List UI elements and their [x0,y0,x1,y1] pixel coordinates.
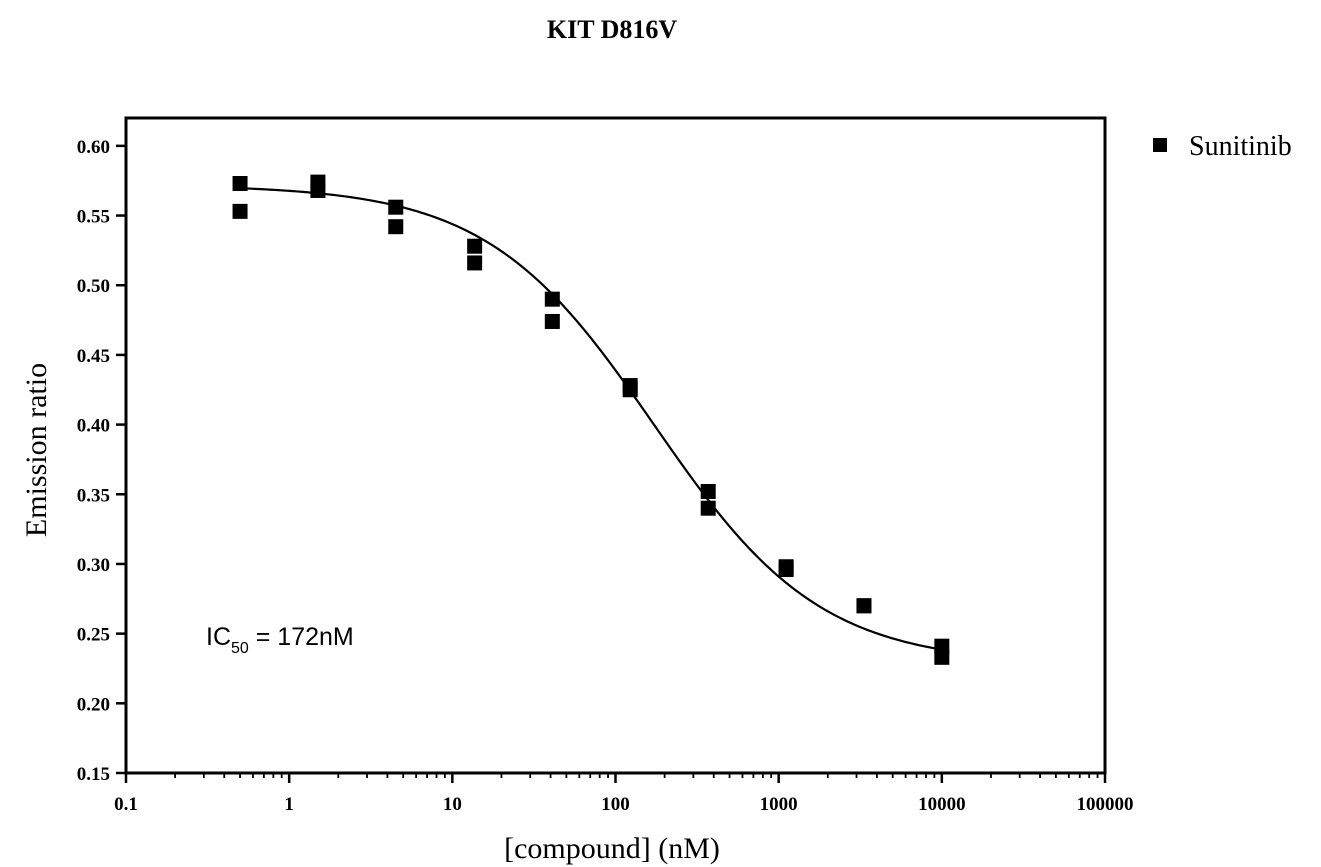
x-axis-tick-labels: 0.1 1 10 100 1000 10000 100000 [114,794,1133,815]
y-tick-label: 0.40 [77,416,110,437]
y-tick-label: 0.15 [77,764,110,785]
y-axis-ticks [116,144,126,775]
data-point [700,483,716,499]
data-point [622,382,638,398]
ic50-annotation-suffix: = 172nM [249,623,354,651]
x-tick-label: 100 [601,794,630,815]
ic50-annotation-prefix: IC [206,623,231,651]
x-axis-label: [compound] (nM) [504,832,720,865]
plot-frame [124,116,1107,775]
data-points [232,174,950,665]
y-tick-label: 0.20 [77,694,110,715]
x-tick-label: 10 [443,794,462,815]
fit-curve [240,187,943,651]
data-point [544,313,560,329]
x-tick-label: 0.1 [114,794,138,815]
x-tick-label: 10000 [918,794,966,815]
legend: Sunitinib [1153,131,1292,162]
y-tick-label: 0.25 [77,625,110,646]
y-tick-label: 0.30 [77,555,110,576]
data-point [467,255,483,271]
x-tick-label: 100000 [1077,794,1134,815]
data-point [778,562,794,578]
data-point [388,219,404,235]
y-tick-label: 0.55 [77,207,110,228]
ic50-annotation: IC50 = 172nM [206,623,354,657]
y-tick-label: 0.60 [77,137,110,158]
data-point [700,500,716,516]
data-point [232,176,248,191]
y-axis-label: Emission ratio [20,363,53,537]
y-tick-label: 0.50 [77,276,110,297]
ic50-annotation-subscript: 50 [231,640,249,657]
data-point [388,199,404,215]
y-axis-tick-labels: 0.15 0.20 0.25 0.30 0.35 0.40 0.45 0.50 0.55 0.60 [77,137,110,785]
data-point [232,203,248,219]
data-point [934,649,950,665]
data-point [856,598,872,614]
y-tick-label: 0.45 [77,346,110,367]
data-point [544,291,560,307]
legend-label-sunitinib: Sunitinib [1189,131,1292,162]
x-tick-label: 1000 [760,794,798,815]
legend-marker-sunitinib [1153,138,1167,152]
x-tick-label: 1 [284,794,294,815]
y-tick-label: 0.35 [77,485,110,506]
data-point [467,238,483,254]
chart-title: KIT D816V [547,15,677,44]
data-point [310,182,326,198]
